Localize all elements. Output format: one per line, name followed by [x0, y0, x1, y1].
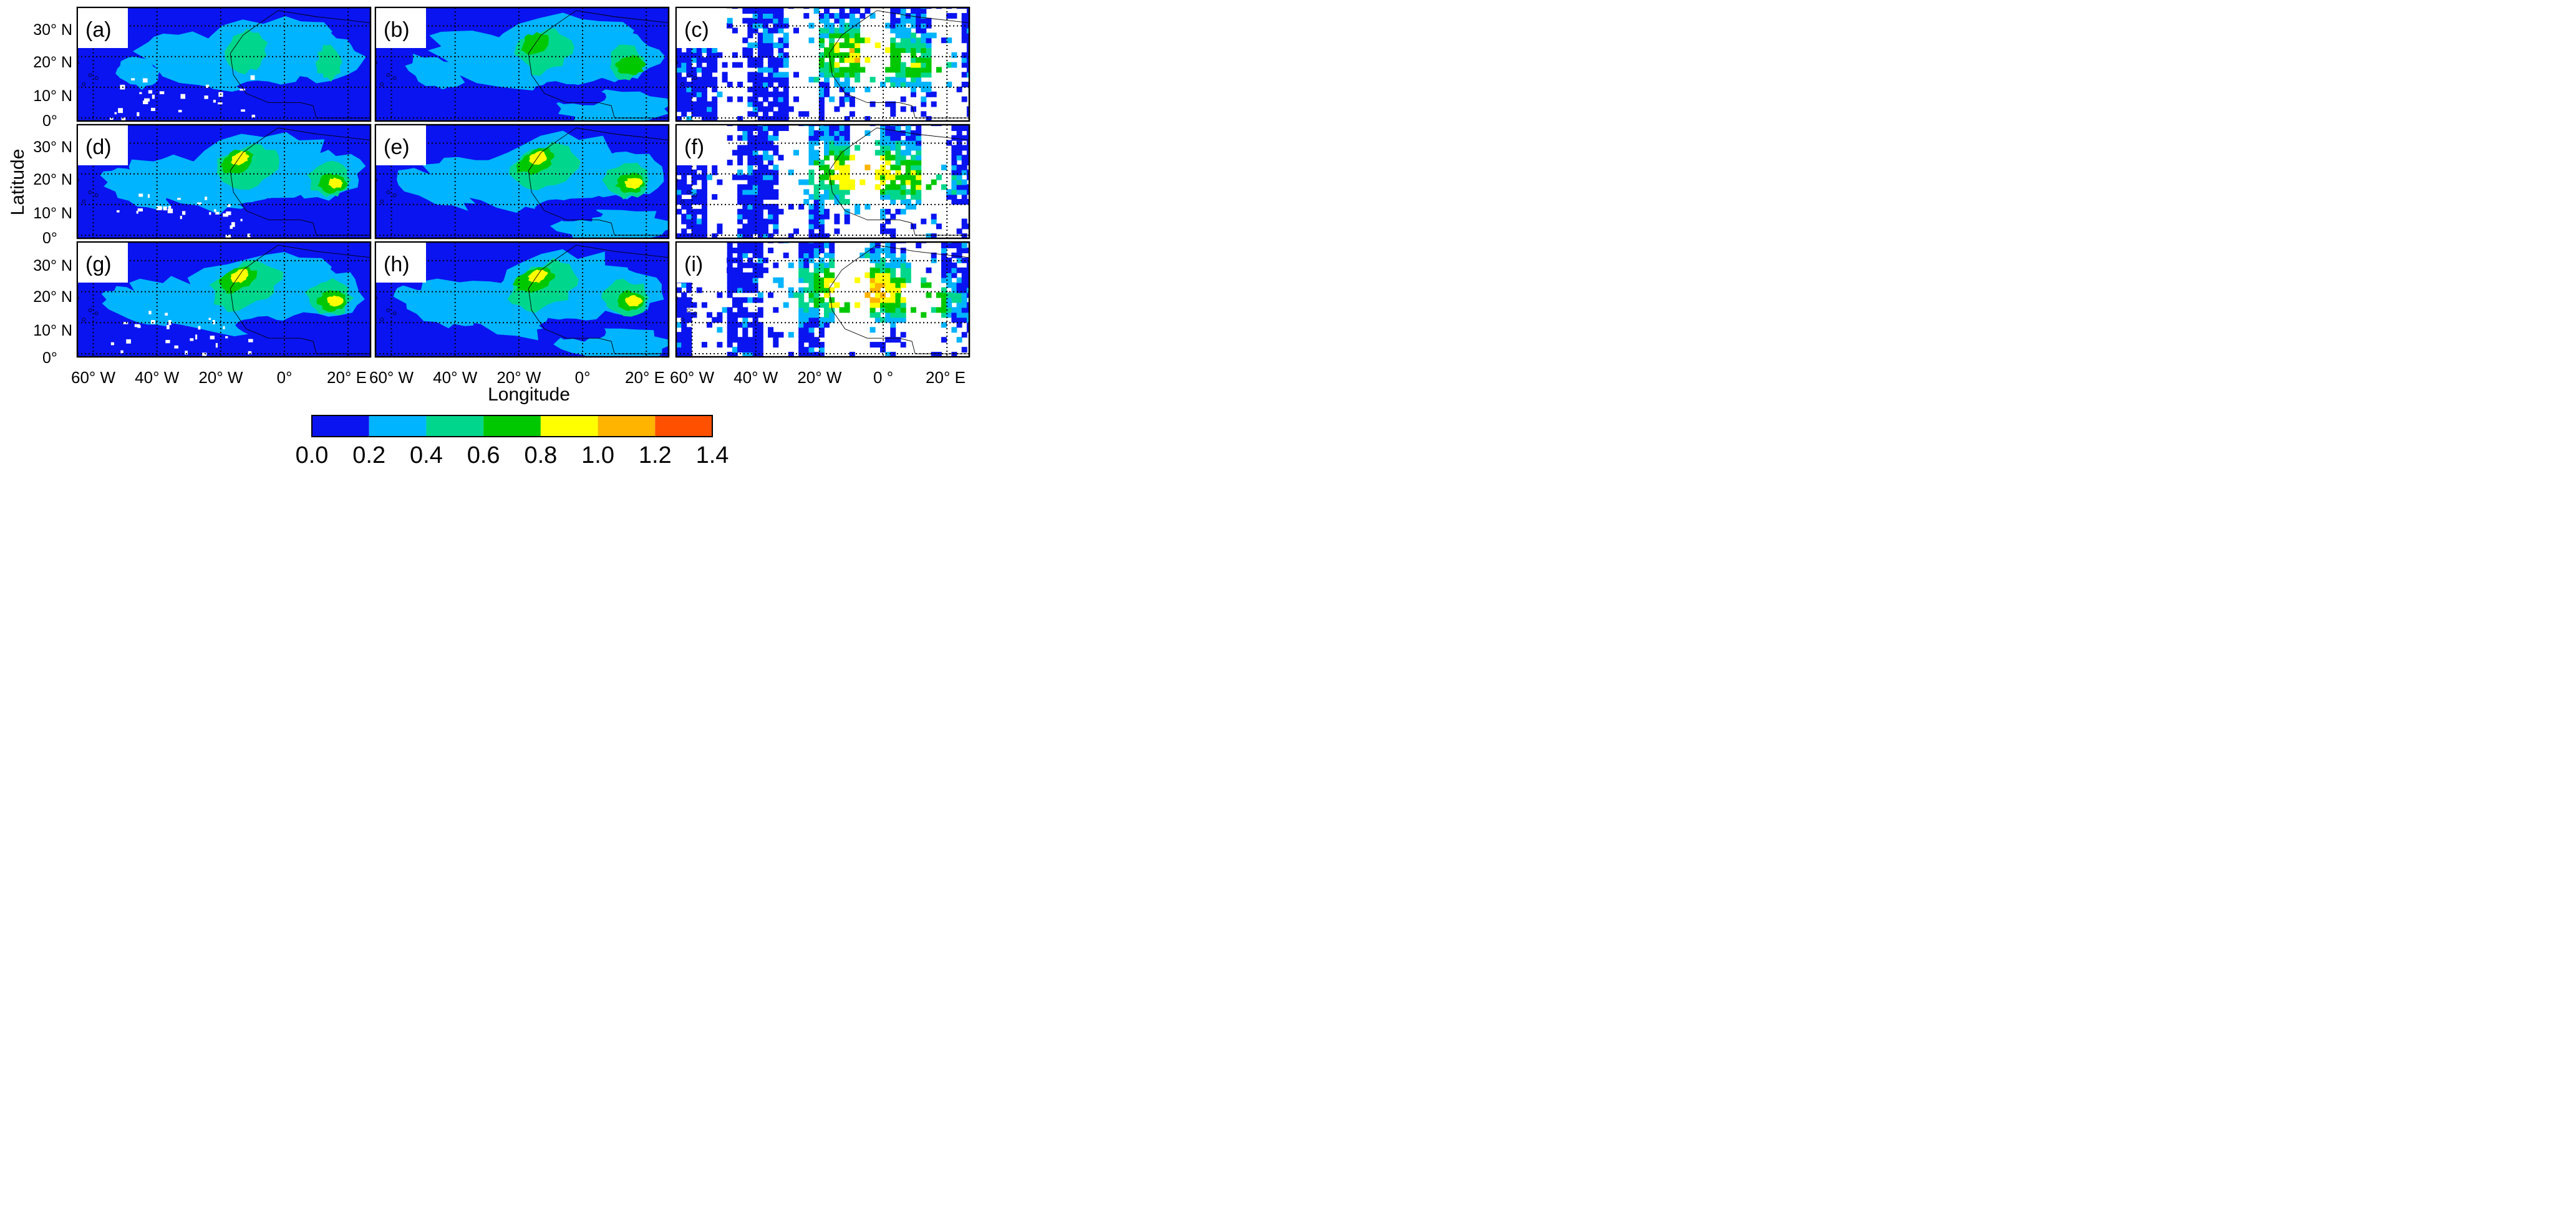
- panel-label: (b): [384, 18, 410, 42]
- map-panel-b: (b): [374, 6, 670, 122]
- colorbar-segment: [540, 415, 598, 437]
- panel-label: (g): [85, 253, 112, 276]
- panel-label-box: [78, 243, 128, 283]
- colorbar-segment: [312, 415, 369, 437]
- panel-label-box: [677, 8, 727, 48]
- panel-label-box: [677, 243, 727, 283]
- panel-label: (e): [384, 135, 410, 159]
- lat-tick-label: 10° N: [33, 322, 72, 339]
- panel-label-box: [376, 8, 426, 48]
- colorbar-tick-label: 1.4: [696, 442, 729, 468]
- figure: Latitude 30° N 20° N 10° N 0° 30° N 20° N 10° …: [7, 6, 971, 468]
- colorbar-tick-label: 1.0: [581, 442, 614, 468]
- panel-label: (a): [85, 18, 112, 42]
- lon-tick-label: 40° W: [734, 368, 778, 387]
- map-panel-a: (a): [76, 6, 372, 122]
- lat-tick-label: 20° N: [33, 54, 72, 71]
- colorbar-tick-label: 1.2: [639, 442, 672, 468]
- colorbar-tick-label: 0.8: [524, 442, 557, 468]
- colorbar-tick-label: 0.0: [296, 442, 329, 468]
- colorbar-tick-label: 0.6: [467, 442, 500, 468]
- colorbar: 0.0 0.2 0.4 0.6 0.8 1.0 1.2 1.4: [296, 415, 729, 468]
- lat-tick-label: 20° N: [33, 288, 72, 306]
- panel-label: (c): [684, 18, 709, 42]
- colorbar-segment: [655, 415, 712, 437]
- x-axis-label: Longitude: [488, 384, 570, 405]
- lat-tick-label: 0°: [42, 112, 57, 130]
- map-panel-e: (e): [374, 124, 670, 240]
- lon-tick-label: 20° W: [797, 368, 842, 387]
- panel-label-box: [677, 125, 727, 165]
- map-panel-g: (g): [76, 241, 372, 358]
- colorbar-segment: [483, 415, 541, 437]
- lon-tick-label: 60° W: [369, 368, 414, 387]
- lat-tick-label: 0°: [42, 230, 57, 247]
- panel-label: (i): [684, 253, 703, 276]
- latitude-tick-labels: 30° N 20° N 10° N 0° 30° N 20° N 10° N 0° 30° N 2…: [33, 21, 72, 367]
- lon-tick-label: 0°: [277, 368, 293, 387]
- colorbar-tick-label: 0.4: [410, 442, 443, 468]
- map-panel-f: (f): [675, 124, 971, 240]
- lat-tick-label: 10° N: [33, 87, 72, 105]
- colorbar-segment: [369, 415, 427, 437]
- lon-tick-label: 20° E: [327, 368, 367, 387]
- lon-tick-label: 40° W: [135, 368, 180, 387]
- lon-tick-label: 20° E: [926, 368, 966, 387]
- y-axis-label: Latitude: [7, 149, 28, 216]
- lon-tick-label: 20° W: [198, 368, 243, 387]
- panel-label: (f): [684, 135, 704, 159]
- panel-label-box: [376, 125, 426, 165]
- panel-label-box: [376, 243, 426, 283]
- lon-tick-label: 20° E: [625, 368, 665, 387]
- panel-label: (h): [384, 253, 410, 276]
- panel-label-box: [78, 125, 128, 165]
- lon-tick-label: 60° W: [670, 368, 715, 387]
- map-panels: (a) (b) (c) (d) (e) (f) (g) (h) (i): [76, 6, 971, 358]
- lat-tick-label: 30° N: [33, 257, 72, 274]
- lat-tick-label: 0°: [42, 349, 57, 367]
- map-panel-i: (i): [675, 241, 971, 358]
- colorbar-tick-label: 0.2: [352, 442, 385, 468]
- map-panel-d: (d): [76, 124, 372, 240]
- lat-tick-label: 20° N: [33, 171, 72, 188]
- map-panel-h: (h): [374, 241, 670, 358]
- lon-tick-label: 20° W: [496, 368, 541, 387]
- lon-tick-label: 60° W: [71, 368, 116, 387]
- panel-label: (d): [85, 135, 112, 159]
- lat-tick-label: 30° N: [33, 21, 72, 39]
- lon-tick-label: 0°: [575, 368, 591, 387]
- longitude-tick-labels: 60° W 40° W 20° W 0° 20° E 60° W 40° W 20° W 0° 2…: [71, 368, 966, 387]
- lon-tick-label: 40° W: [433, 368, 478, 387]
- map-panel-c: (c): [675, 6, 971, 122]
- lon-tick-label: 0 °: [873, 368, 893, 387]
- colorbar-segment: [598, 415, 656, 437]
- colorbar-segment: [426, 415, 484, 437]
- panel-label-box: [78, 8, 128, 48]
- lat-tick-label: 30° N: [33, 138, 72, 156]
- lat-tick-label: 10° N: [33, 205, 72, 222]
